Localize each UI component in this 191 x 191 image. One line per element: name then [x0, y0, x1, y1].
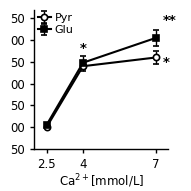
X-axis label: Ca$^{2+}$[mmol/L]: Ca$^{2+}$[mmol/L]	[59, 172, 144, 190]
Text: **: **	[163, 14, 177, 27]
Legend: Pyr, Glu: Pyr, Glu	[37, 12, 74, 36]
Text: *: *	[163, 56, 170, 69]
Text: *: *	[80, 42, 87, 55]
